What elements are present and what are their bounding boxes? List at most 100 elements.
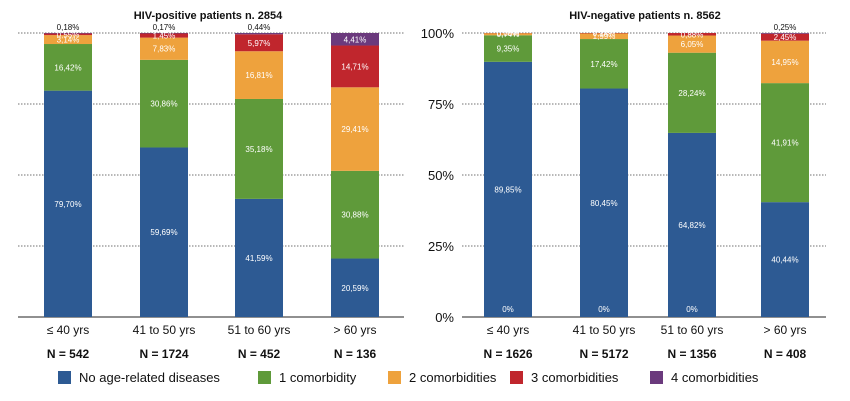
legend-swatch	[258, 371, 271, 384]
data-label: 2,45%	[774, 33, 797, 42]
bar-segment	[44, 33, 92, 36]
data-label: 0,55%	[57, 30, 80, 39]
data-label: 20,59%	[341, 284, 368, 293]
bar-segment	[235, 51, 283, 99]
n-label: N = 452	[238, 347, 281, 361]
bar-segment	[761, 40, 809, 84]
x-tick-label: 51 to 60 yrs	[661, 323, 724, 337]
legend-swatch	[388, 371, 401, 384]
x-tick-label: 41 to 50 yrs	[573, 323, 636, 337]
data-label: 0%	[598, 305, 610, 314]
n-label: N = 542	[47, 347, 90, 361]
bar-segment	[331, 170, 379, 259]
bar-segment	[580, 33, 628, 40]
legend-label: 1 comorbidity	[279, 370, 357, 385]
legend-label: No age-related diseases	[79, 370, 220, 385]
data-label: 59,69%	[150, 228, 177, 237]
bar-segment	[668, 35, 716, 53]
data-label: 3,14%	[57, 36, 80, 45]
bar-segment	[140, 33, 188, 38]
data-label: 1,99%	[593, 32, 616, 41]
data-label: 64,82%	[678, 221, 705, 230]
legend-item-one-comorbidity: 1 comorbidity	[258, 370, 356, 385]
n-label: N = 136	[334, 347, 377, 361]
bar-segment	[235, 34, 283, 52]
x-tick-label: > 60 yrs	[763, 323, 806, 337]
legend-swatch	[510, 371, 523, 384]
data-label: 16,81%	[245, 71, 272, 80]
data-label: 0,74%	[497, 30, 520, 39]
bar-segment	[580, 39, 628, 89]
data-label: 40,44%	[771, 256, 798, 265]
data-label: 41,59%	[245, 254, 272, 263]
x-tick-label: 51 to 60 yrs	[228, 323, 291, 337]
bar-segment	[140, 147, 188, 317]
bar-segment	[44, 90, 92, 317]
bar-segment	[235, 98, 283, 199]
legend-item-three-comorbidities: 3 comorbidities	[510, 370, 618, 385]
x-tick-label: ≤ 40 yrs	[487, 323, 530, 337]
bar-segment	[44, 35, 92, 45]
x-tick-label: > 60 yrs	[333, 323, 376, 337]
data-label: 0,44%	[248, 23, 271, 32]
bar-segment	[761, 33, 809, 34]
bar-segment	[235, 198, 283, 317]
bar-segment	[668, 52, 716, 133]
bar-segment	[580, 88, 628, 317]
data-label: 41,91%	[771, 139, 798, 148]
legend-label: 3 comorbidities	[531, 370, 619, 385]
data-label: 17,42%	[590, 60, 617, 69]
legend-item-two-comorbidities: 2 comorbidities	[388, 370, 496, 385]
data-label: 0,88%	[681, 30, 704, 39]
data-label: 0,25%	[774, 23, 797, 32]
data-label: 5,97%	[248, 39, 271, 48]
data-label: 14,95%	[771, 58, 798, 67]
y-tick-label: 75%	[428, 97, 454, 112]
data-label: 1,45%	[153, 32, 176, 41]
data-label: 0%	[686, 305, 698, 314]
bar-segment	[44, 44, 92, 91]
y-tick-label: 0%	[435, 310, 454, 325]
bar-segment	[484, 61, 532, 317]
data-label: 9,35%	[497, 45, 520, 54]
bar-segment	[668, 132, 716, 317]
data-label: 16,42%	[54, 63, 81, 72]
y-tick-label: 25%	[428, 239, 454, 254]
bar-segment	[668, 33, 716, 36]
y-tick-label: 50%	[428, 168, 454, 183]
data-label: 0,14%	[593, 29, 616, 38]
bar-segment	[140, 59, 188, 148]
legend-item-no-disease: No age-related diseases	[58, 370, 220, 385]
legend-label: 4 comorbidities	[671, 370, 759, 385]
legend-swatch	[650, 371, 663, 384]
bar-segment	[761, 202, 809, 317]
bar-segment	[761, 33, 809, 41]
data-label: 89,85%	[494, 185, 521, 194]
chart-title: HIV-positive patients n. 2854	[134, 10, 283, 22]
data-label: 7,83%	[153, 45, 176, 54]
data-label: 35,18%	[245, 145, 272, 154]
bar-segment	[44, 33, 92, 34]
legend: No age-related diseases 1 comorbidity 2 …	[0, 370, 850, 392]
data-label: 0,17%	[153, 23, 176, 32]
bar-segment	[331, 87, 379, 171]
bar-segment	[331, 33, 379, 46]
data-label: 30,88%	[341, 211, 368, 220]
data-label: 14,71%	[341, 62, 368, 71]
data-label: 80,45%	[590, 199, 617, 208]
n-label: N = 408	[764, 347, 807, 361]
bar-segment	[331, 258, 379, 317]
n-label: N = 1626	[483, 347, 532, 361]
bar-segment	[235, 33, 283, 35]
bar-segment	[484, 35, 532, 62]
data-label: 0,18%	[57, 23, 80, 32]
chart-title: HIV-negative patients n. 8562	[569, 10, 721, 22]
y-tick-label: 100%	[421, 26, 455, 41]
x-tick-label: 41 to 50 yrs	[133, 323, 196, 337]
data-label: 29,41%	[341, 125, 368, 134]
data-label: 0,06%	[497, 29, 520, 38]
n-label: N = 5172	[579, 347, 628, 361]
bar-segment	[761, 83, 809, 203]
legend-swatch	[58, 371, 71, 384]
